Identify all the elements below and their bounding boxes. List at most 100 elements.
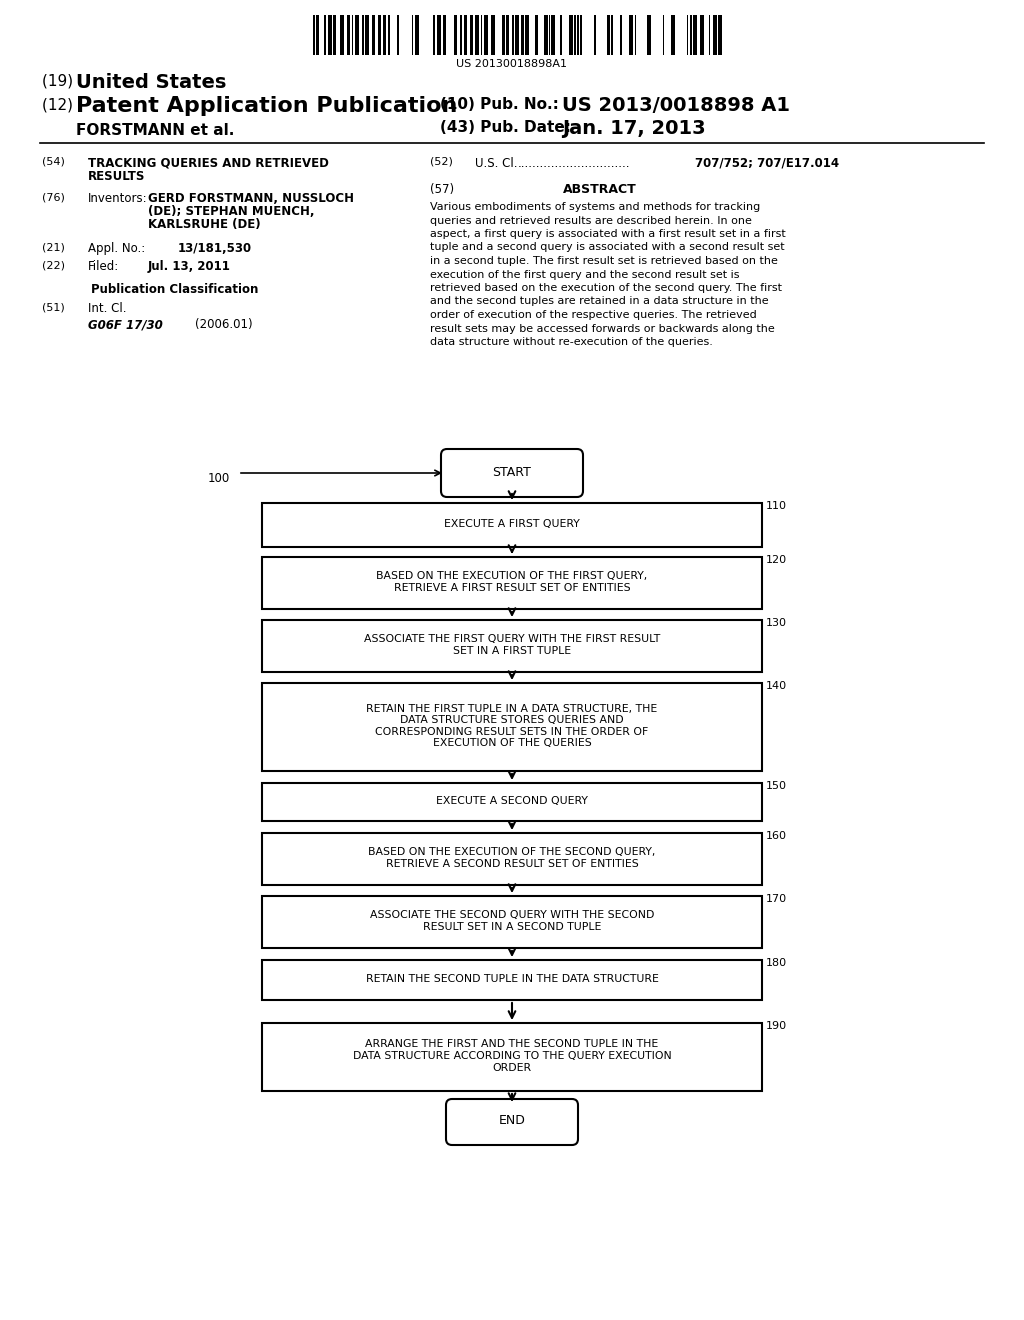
Bar (324, 15, 326, 55)
Bar (328, 15, 332, 55)
Text: 170: 170 (766, 894, 787, 904)
Bar (521, 15, 523, 55)
Text: U.S. Cl.: U.S. Cl. (475, 157, 517, 170)
Text: data structure without re-execution of the queries.: data structure without re-execution of t… (430, 337, 713, 347)
Text: (52): (52) (430, 157, 453, 168)
Text: United States: United States (76, 73, 226, 92)
Text: 110: 110 (766, 502, 787, 511)
Bar (580, 15, 582, 55)
Bar (671, 15, 675, 55)
Text: BASED ON THE EXECUTION OF THE FIRST QUERY,
RETRIEVE A FIRST RESULT SET OF ENTITI: BASED ON THE EXECUTION OF THE FIRST QUER… (377, 572, 647, 593)
Bar (460, 15, 462, 55)
Text: ASSOCIATE THE FIRST QUERY WITH THE FIRST RESULT
SET IN A FIRST TUPLE: ASSOCIATE THE FIRST QUERY WITH THE FIRST… (364, 634, 660, 656)
Text: FORSTMANN et al.: FORSTMANN et al. (76, 123, 234, 139)
Text: 707/752; 707/E17.014: 707/752; 707/E17.014 (695, 157, 839, 170)
Bar (713, 15, 717, 55)
Text: (51): (51) (42, 302, 65, 312)
Bar (262, 783, 762, 821)
Text: Inventors:: Inventors: (88, 191, 147, 205)
Bar (262, 896, 762, 948)
Bar (569, 15, 573, 55)
Bar (347, 15, 349, 55)
Bar (312, 15, 314, 55)
Text: 190: 190 (766, 1020, 787, 1031)
Text: (19): (19) (42, 74, 78, 88)
FancyBboxPatch shape (441, 449, 583, 498)
Text: Jan. 17, 2013: Jan. 17, 2013 (562, 119, 706, 139)
Bar (700, 15, 703, 55)
Bar (607, 15, 609, 55)
FancyBboxPatch shape (446, 1100, 578, 1144)
Bar (262, 620, 762, 672)
Bar (464, 15, 467, 55)
Bar (549, 15, 550, 55)
Text: (2006.01): (2006.01) (195, 318, 253, 331)
Text: aspect, a first query is associated with a first result set in a first: aspect, a first query is associated with… (430, 228, 785, 239)
Bar (490, 15, 495, 55)
Text: result sets may be accessed forwards or backwards along the: result sets may be accessed forwards or … (430, 323, 775, 334)
Text: (22): (22) (42, 260, 65, 271)
Bar (475, 15, 479, 55)
Text: 160: 160 (766, 832, 787, 841)
Text: 100: 100 (208, 473, 230, 486)
Text: US 2013/0018898 A1: US 2013/0018898 A1 (562, 96, 790, 115)
Bar (372, 15, 375, 55)
Bar (506, 15, 509, 55)
Text: KARLSRUHE (DE): KARLSRUHE (DE) (148, 218, 261, 231)
Bar (544, 15, 548, 55)
Text: ..............................: .............................. (518, 157, 631, 170)
Bar (262, 557, 762, 609)
Bar (620, 15, 622, 55)
Text: (57): (57) (430, 183, 454, 195)
Bar (378, 15, 381, 55)
Text: 150: 150 (766, 781, 787, 791)
Text: RETAIN THE SECOND TUPLE IN THE DATA STRUCTURE: RETAIN THE SECOND TUPLE IN THE DATA STRU… (366, 974, 658, 983)
Bar (437, 15, 440, 55)
Text: Various embodiments of systems and methods for tracking: Various embodiments of systems and metho… (430, 202, 760, 213)
Text: Appl. No.:: Appl. No.: (88, 242, 150, 255)
Text: ARRANGE THE FIRST AND THE SECOND TUPLE IN THE
DATA STRUCTURE ACCORDING TO THE QU: ARRANGE THE FIRST AND THE SECOND TUPLE I… (352, 1039, 672, 1073)
Bar (397, 15, 399, 55)
Text: RETAIN THE FIRST TUPLE IN A DATA STRUCTURE, THE
DATA STRUCTURE STORES QUERIES AN: RETAIN THE FIRST TUPLE IN A DATA STRUCTU… (367, 704, 657, 748)
Bar (262, 833, 762, 884)
Text: (12): (12) (42, 96, 78, 112)
Text: RESULTS: RESULTS (88, 170, 145, 183)
Bar (559, 15, 561, 55)
Bar (365, 15, 369, 55)
Bar (551, 15, 555, 55)
Bar (432, 15, 434, 55)
Bar (484, 15, 488, 55)
Text: (54): (54) (42, 157, 65, 168)
Text: (43) Pub. Date:: (43) Pub. Date: (440, 120, 571, 135)
Bar (354, 15, 358, 55)
Bar (502, 15, 505, 55)
Bar (594, 15, 596, 55)
Text: 140: 140 (766, 681, 787, 690)
Text: ABSTRACT: ABSTRACT (563, 183, 637, 195)
Bar (262, 1023, 762, 1092)
Text: ASSOCIATE THE SECOND QUERY WITH THE SECOND
RESULT SET IN A SECOND TUPLE: ASSOCIATE THE SECOND QUERY WITH THE SECO… (370, 911, 654, 932)
Text: execution of the first query and the second result set is: execution of the first query and the sec… (430, 269, 739, 280)
Text: EXECUTE A SECOND QUERY: EXECUTE A SECOND QUERY (436, 796, 588, 807)
Bar (718, 15, 722, 55)
Text: 180: 180 (766, 958, 787, 968)
Text: BASED ON THE EXECUTION OF THE SECOND QUERY,
RETRIEVE A SECOND RESULT SET OF ENTI: BASED ON THE EXECUTION OF THE SECOND QUE… (369, 847, 655, 869)
Text: EXECUTE A FIRST QUERY: EXECUTE A FIRST QUERY (444, 519, 580, 529)
Bar (535, 15, 538, 55)
Bar (262, 682, 762, 771)
Bar (647, 15, 650, 55)
Text: order of execution of the respective queries. The retrieved: order of execution of the respective que… (430, 310, 757, 319)
Text: (76): (76) (42, 191, 65, 202)
Bar (361, 15, 364, 55)
Bar (262, 503, 762, 546)
Bar (574, 15, 575, 55)
Text: retrieved based on the execution of the second query. The first: retrieved based on the execution of the … (430, 282, 782, 293)
Text: Patent Application Publication: Patent Application Publication (76, 96, 458, 116)
Bar (577, 15, 579, 55)
Bar (442, 15, 446, 55)
Bar (690, 15, 692, 55)
Text: Jul. 13, 2011: Jul. 13, 2011 (148, 260, 230, 273)
Text: and the second tuples are retained in a data structure in the: and the second tuples are retained in a … (430, 297, 769, 306)
Bar (610, 15, 612, 55)
Text: START: START (493, 466, 531, 479)
